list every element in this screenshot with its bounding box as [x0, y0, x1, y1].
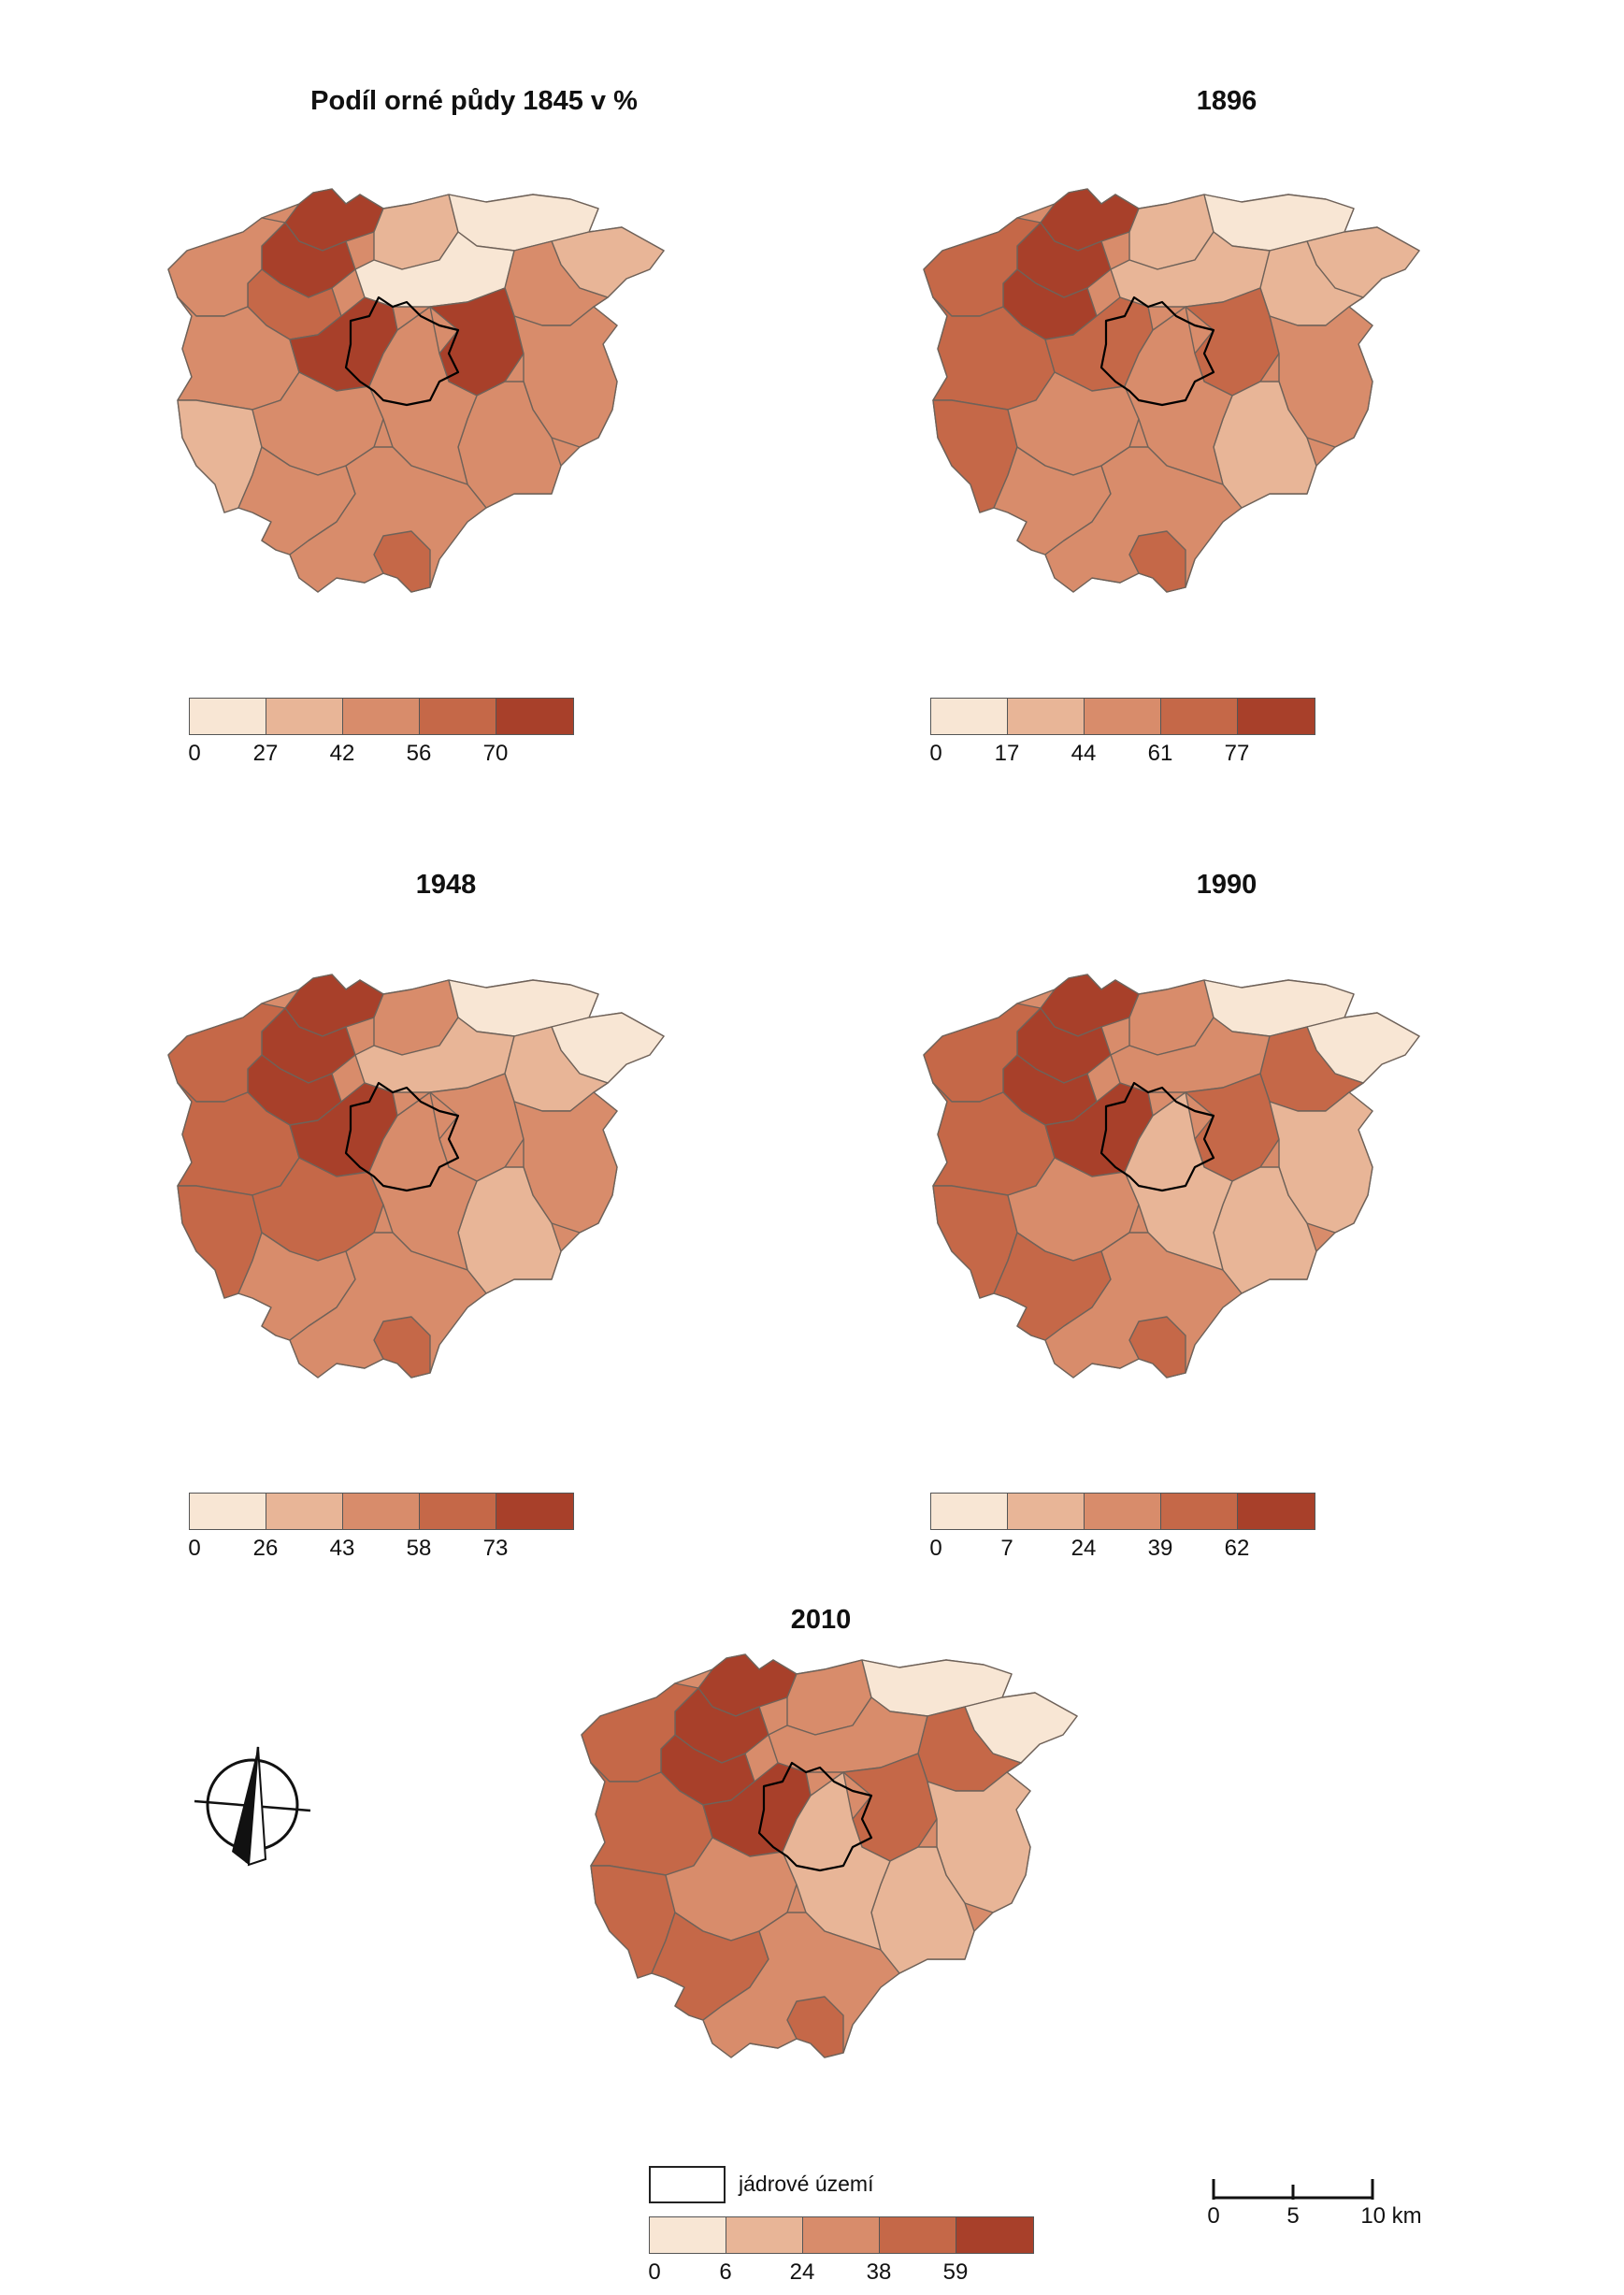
- core-territory-boundary: [1099, 296, 1215, 407]
- choropleth-map-1896: [923, 188, 1420, 593]
- core-territory-boundary: [344, 1081, 460, 1192]
- north-arrow-icon: [187, 1739, 318, 1870]
- legend-swatch-3: [343, 1494, 420, 1529]
- legend-swatch-4: [420, 699, 496, 734]
- legend-swatch-1: [931, 1494, 1008, 1529]
- legend-color-bar: [930, 1493, 1315, 1530]
- legend-swatch-5: [1238, 1494, 1315, 1529]
- legend-swatch-1: [650, 2217, 726, 2253]
- legend-swatch-3: [803, 2217, 880, 2253]
- legend-swatch-1: [931, 699, 1008, 734]
- legend-tick-label: 43: [329, 1536, 355, 1561]
- legend-tick-label: 6: [719, 2259, 732, 2285]
- legend-tick-label: 39: [1147, 1536, 1173, 1561]
- legend-swatch-2: [726, 2217, 803, 2253]
- map-title-2010: 2010: [790, 1605, 852, 1635]
- map-title-1948: 1948: [415, 870, 477, 900]
- map-region-south-tip: [786, 1996, 844, 2058]
- legend-1845: 0 27 42 56 70: [188, 698, 582, 772]
- core-territory-swatch: [649, 2166, 726, 2203]
- legend-swatch-2: [266, 699, 343, 734]
- legend-tick-label: 0: [929, 1536, 942, 1561]
- map-title-1990: 1990: [1196, 870, 1258, 900]
- legend-core-territory: jádrové území: [649, 2166, 929, 2207]
- legend-swatch-2: [1008, 699, 1085, 734]
- legend-swatch-3: [1085, 1494, 1161, 1529]
- choropleth-map-1845: [167, 188, 665, 593]
- core-territory-label: jádrové území: [739, 2172, 874, 2196]
- legend-tick-label: 59: [942, 2259, 969, 2285]
- choropleth-map-1948: [167, 974, 665, 1378]
- choropleth-map-2010: [581, 1653, 1078, 2058]
- legend-tick-label: 24: [1071, 1536, 1097, 1561]
- legend-tick-label: 27: [252, 741, 279, 766]
- legend-swatch-2: [1008, 1494, 1085, 1529]
- legend-swatch-1: [190, 699, 266, 734]
- legend-tick-label: 17: [994, 741, 1020, 766]
- legend-tick-label: 26: [252, 1536, 279, 1561]
- legend-tick-label: 42: [329, 741, 355, 766]
- legend-swatch-5: [1238, 699, 1315, 734]
- legend-swatch-4: [880, 2217, 956, 2253]
- scale-label-10km: 10 km: [1360, 2203, 1422, 2229]
- map-region-south-tip: [373, 530, 431, 593]
- map-region-south-tip: [373, 1316, 431, 1378]
- map-title-1845: Podíl orné půdy 1845 v %: [310, 86, 638, 116]
- map-region-south-tip: [1128, 530, 1186, 593]
- legend-tick-label: 56: [406, 741, 432, 766]
- legend-swatch-5: [496, 1494, 573, 1529]
- legend-swatch-4: [420, 1494, 496, 1529]
- scale-bar: 0 5 10 km: [1207, 2175, 1436, 2241]
- legend-swatch-3: [343, 699, 420, 734]
- choropleth-map-1990: [923, 974, 1420, 1378]
- map-region-south-tip: [1128, 1316, 1186, 1378]
- map-region-east: [1269, 1091, 1373, 1234]
- legend-tick-label: 0: [188, 1536, 201, 1561]
- core-territory-boundary: [757, 1761, 873, 1872]
- legend-tick-label: 73: [482, 1536, 509, 1561]
- legend-swatch-2: [266, 1494, 343, 1529]
- legend-swatch-1: [190, 1494, 266, 1529]
- scale-bar-graphic: [1212, 2179, 1374, 2200]
- legend-tick-label: 0: [648, 2259, 661, 2285]
- legend-1896: 0 17 44 61 77: [929, 698, 1323, 772]
- legend-1990: 0 7 24 39 62: [929, 1493, 1323, 1567]
- legend-tick-label: 62: [1224, 1536, 1250, 1561]
- legend-tick-label: 77: [1224, 741, 1250, 766]
- legend-tick-label: 70: [482, 741, 509, 766]
- map-region-east: [513, 306, 618, 448]
- legend-color-bar: [189, 1493, 574, 1530]
- legend-tick-label: 24: [789, 2259, 815, 2285]
- legend-2010: 0 6 24 38 59: [648, 2216, 1042, 2291]
- legend-tick-label: 58: [406, 1536, 432, 1561]
- legend-color-bar: [189, 698, 574, 735]
- legend-tick-label: 61: [1147, 741, 1173, 766]
- legend-swatch-5: [496, 699, 573, 734]
- legend-tick-label: 7: [1000, 1536, 1013, 1561]
- scale-label-0: 0: [1207, 2203, 1220, 2229]
- map-title-1896: 1896: [1196, 86, 1258, 116]
- map-region-east: [513, 1091, 618, 1234]
- legend-swatch-3: [1085, 699, 1161, 734]
- legend-color-bar: [649, 2216, 1034, 2254]
- map-region-east: [1269, 306, 1373, 448]
- legend-swatch-4: [1161, 699, 1238, 734]
- legend-1948: 0 26 43 58 73: [188, 1493, 582, 1567]
- core-territory-boundary: [1099, 1081, 1215, 1192]
- legend-tick-label: 44: [1071, 741, 1097, 766]
- scale-label-5: 5: [1286, 2203, 1300, 2229]
- legend-color-bar: [930, 698, 1315, 735]
- map-region-east: [927, 1771, 1031, 1913]
- legend-swatch-5: [956, 2217, 1033, 2253]
- legend-swatch-4: [1161, 1494, 1238, 1529]
- core-territory-boundary: [344, 296, 460, 407]
- legend-tick-label: 0: [188, 741, 201, 766]
- legend-tick-label: 38: [866, 2259, 892, 2285]
- legend-tick-label: 0: [929, 741, 942, 766]
